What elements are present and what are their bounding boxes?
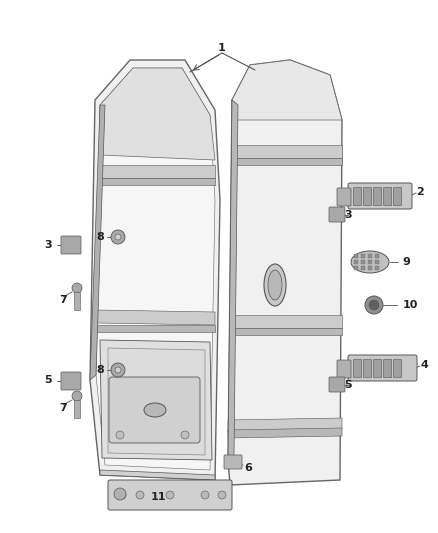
Circle shape [365,296,383,314]
Bar [354,266,358,270]
Text: 8: 8 [96,232,104,242]
Circle shape [218,491,226,499]
Ellipse shape [144,403,166,417]
Circle shape [114,488,126,500]
Bar [393,187,401,205]
Text: 7: 7 [59,295,67,305]
Circle shape [115,367,121,373]
Polygon shape [96,325,215,332]
Circle shape [111,363,125,377]
Circle shape [181,431,189,439]
Ellipse shape [351,251,389,273]
Circle shape [111,230,125,244]
Bar [353,359,361,377]
Ellipse shape [264,264,286,306]
Polygon shape [230,328,342,335]
Text: 7: 7 [59,403,67,413]
Bar [361,260,365,264]
Text: 1: 1 [218,43,226,53]
Polygon shape [100,165,215,178]
Circle shape [118,491,126,499]
Bar [373,359,381,377]
Polygon shape [90,105,105,380]
Bar [375,254,379,258]
Polygon shape [230,315,342,328]
Circle shape [115,234,121,240]
Polygon shape [232,158,342,165]
Bar [74,400,80,418]
Bar [354,260,358,264]
Bar [368,260,372,264]
Polygon shape [100,340,212,460]
FancyBboxPatch shape [61,236,81,254]
Text: 9: 9 [402,257,410,267]
Polygon shape [232,60,342,120]
Bar [393,359,401,377]
Text: 8: 8 [96,365,104,375]
Polygon shape [108,348,205,455]
Bar [368,266,372,270]
Polygon shape [228,428,342,438]
Circle shape [72,283,82,293]
FancyBboxPatch shape [337,360,351,378]
FancyBboxPatch shape [108,480,232,510]
Ellipse shape [268,270,282,300]
Text: 5: 5 [344,380,352,390]
Polygon shape [100,470,215,480]
Bar [361,266,365,270]
Bar [74,292,80,310]
FancyBboxPatch shape [61,372,81,390]
FancyBboxPatch shape [348,183,412,209]
Bar [383,187,391,205]
Text: 11: 11 [150,492,166,502]
Bar [363,359,371,377]
FancyBboxPatch shape [109,377,200,443]
Bar [383,359,391,377]
Bar [354,254,358,258]
Circle shape [369,300,379,310]
Text: 2: 2 [416,187,424,197]
Circle shape [72,391,82,401]
FancyBboxPatch shape [329,207,345,222]
Polygon shape [100,178,215,185]
Polygon shape [96,68,215,470]
Bar [363,187,371,205]
Circle shape [166,491,174,499]
FancyBboxPatch shape [329,377,345,392]
Polygon shape [96,310,215,325]
Polygon shape [228,418,342,432]
Bar [353,187,361,205]
Text: 4: 4 [420,360,428,370]
Circle shape [116,431,124,439]
Circle shape [201,491,209,499]
Bar [368,254,372,258]
Text: 3: 3 [344,210,352,220]
Text: 10: 10 [403,300,418,310]
Polygon shape [232,145,342,158]
Polygon shape [228,100,238,460]
FancyBboxPatch shape [337,188,351,206]
Text: 6: 6 [244,463,252,473]
Polygon shape [228,60,342,485]
Polygon shape [90,60,220,480]
FancyBboxPatch shape [224,455,242,469]
Text: 3: 3 [44,240,52,250]
Bar [361,254,365,258]
Bar [375,260,379,264]
Polygon shape [100,68,215,160]
FancyBboxPatch shape [348,355,417,381]
Text: 5: 5 [44,375,52,385]
Bar [373,187,381,205]
Bar [375,266,379,270]
Circle shape [136,491,144,499]
